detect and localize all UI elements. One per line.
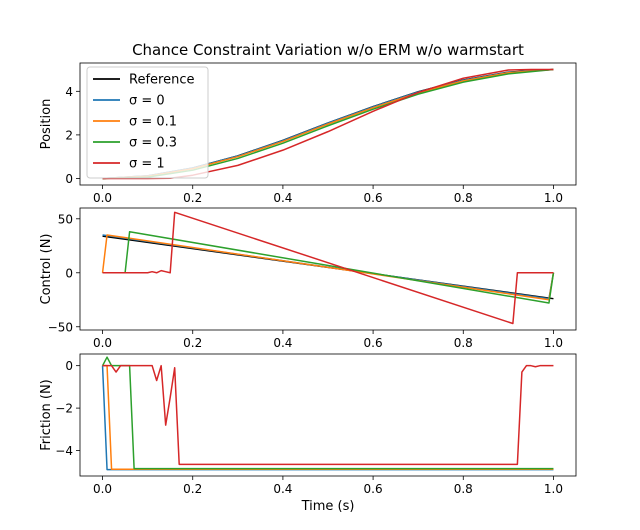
series-line-sigma-1 [102, 364, 554, 466]
y-axis-label: Friction (N) [39, 379, 54, 451]
y-tick-label: −2 [55, 402, 73, 416]
y-tick-label: 0 [65, 266, 73, 280]
axes-frame [79, 353, 577, 477]
x-tick-label: 0.2 [183, 482, 202, 496]
x-tick-label: 0.6 [364, 482, 383, 496]
x-tick-label: 0.8 [454, 336, 473, 350]
y-tick-label: −4 [55, 444, 73, 458]
y-axis-label: Position [39, 99, 54, 150]
legend-box [86, 66, 209, 179]
y-tick-label: 2 [65, 128, 73, 142]
series-line-sigma-1 [102, 211, 554, 325]
legend-label-sigma-0-3: σ = 0.3 [129, 136, 177, 151]
axes-frame [79, 62, 577, 186]
x-tick-label: 0.4 [273, 482, 292, 496]
legend-label-sigma-1: σ = 1 [129, 157, 165, 172]
legend-label-reference: Reference [129, 73, 194, 88]
y-tick-label: 0 [65, 172, 73, 186]
y-tick-label: 0 [65, 359, 73, 373]
x-tick-label: 0.4 [273, 191, 292, 205]
x-tick-label: 0.6 [364, 336, 383, 350]
y-tick-label: 50 [58, 212, 73, 226]
chart-title: Chance Constraint Variation w/o ERM w/o … [132, 41, 524, 59]
x-tick-label: 1.0 [544, 336, 563, 350]
x-tick-label: 0.2 [183, 191, 202, 205]
x-tick-label: 0.8 [454, 482, 473, 496]
legend-label-sigma-0: σ = 0 [129, 94, 165, 109]
axes-frame [79, 207, 577, 331]
x-tick-label: 0.2 [183, 336, 202, 350]
x-axis-label: Time (s) [301, 499, 355, 514]
series-group [101, 211, 555, 325]
legend: Reference σ = 0 σ = 0.1 σ = 0.3 σ = 1 [86, 66, 209, 179]
x-tick-label: 0.0 [93, 336, 112, 350]
x-tick-label: 0.0 [93, 191, 112, 205]
x-tick-label: 0.0 [93, 482, 112, 496]
legend-label-sigma-0-1: σ = 0.1 [129, 115, 177, 130]
subplot-3: 0.0 0.2 0.4 0.6 0.8 1.0 −4 −2 0 Friction (N) [39, 353, 577, 496]
series-group [101, 356, 554, 471]
x-tick-label: 0.8 [454, 191, 473, 205]
y-tick-label: −50 [48, 320, 73, 334]
x-tick-label: 0.4 [273, 336, 292, 350]
subplot-2: 0.0 0.2 0.4 0.6 0.8 1.0 −50 0 50 Control (N) [39, 207, 577, 350]
y-tick-label: 4 [65, 85, 73, 99]
x-tick-label: 1.0 [544, 482, 563, 496]
x-tick-label: 1.0 [544, 191, 563, 205]
y-axis-label: Control (N) [39, 234, 54, 305]
x-tick-label: 0.6 [364, 191, 383, 205]
